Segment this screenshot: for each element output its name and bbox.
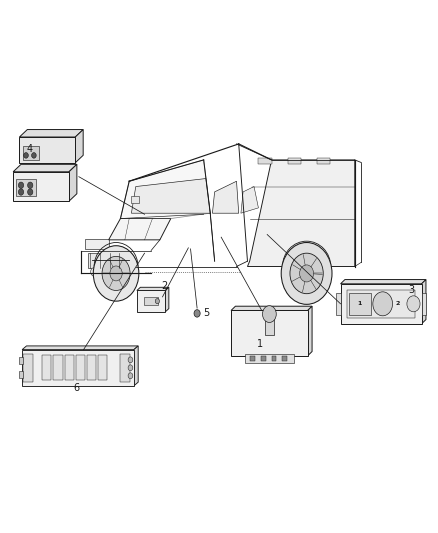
Bar (42, 356, 51, 380)
Polygon shape (13, 164, 77, 172)
Bar (258, 158, 272, 164)
Text: 1: 1 (257, 339, 263, 349)
Bar (340, 284, 421, 324)
Circle shape (155, 298, 159, 304)
Polygon shape (22, 346, 138, 350)
Polygon shape (421, 279, 426, 324)
Circle shape (262, 306, 276, 322)
Bar (87, 356, 96, 380)
Polygon shape (120, 160, 210, 219)
Bar (13, 172, 69, 201)
Bar (421, 293, 427, 315)
Bar (98, 356, 107, 380)
Circle shape (281, 243, 332, 304)
Polygon shape (307, 306, 312, 356)
Bar (265, 315, 274, 335)
Circle shape (373, 292, 392, 316)
Bar (349, 293, 371, 315)
Circle shape (93, 246, 139, 301)
Polygon shape (166, 287, 169, 312)
Circle shape (290, 253, 323, 294)
Circle shape (102, 256, 130, 290)
Circle shape (28, 182, 33, 189)
Bar (131, 196, 139, 203)
Polygon shape (75, 130, 83, 163)
Polygon shape (247, 160, 355, 266)
Polygon shape (131, 179, 210, 213)
Bar (347, 290, 415, 318)
Circle shape (128, 365, 133, 370)
Bar (137, 290, 166, 312)
Bar (317, 158, 330, 164)
Circle shape (128, 373, 133, 378)
Circle shape (24, 152, 28, 158)
Polygon shape (231, 306, 312, 310)
Text: 1: 1 (358, 301, 362, 306)
Text: 3: 3 (409, 286, 415, 295)
Bar (120, 354, 131, 382)
Bar (19, 370, 23, 378)
Polygon shape (137, 287, 169, 290)
Bar (283, 356, 287, 361)
Bar (336, 293, 341, 315)
Polygon shape (340, 279, 426, 284)
Bar (144, 297, 158, 305)
Bar (85, 239, 109, 249)
Bar (53, 356, 63, 380)
Bar (245, 353, 294, 362)
Polygon shape (19, 130, 83, 137)
Text: 4: 4 (27, 144, 33, 154)
Bar (17, 179, 36, 196)
Circle shape (128, 357, 133, 362)
Circle shape (110, 266, 122, 281)
Circle shape (28, 189, 33, 195)
Text: 2: 2 (395, 301, 399, 306)
Bar (64, 356, 74, 380)
Circle shape (194, 310, 200, 317)
Bar (88, 253, 131, 268)
Text: 6: 6 (74, 383, 80, 393)
Bar (23, 146, 39, 160)
Circle shape (32, 152, 36, 158)
Bar (272, 356, 276, 361)
Bar (19, 137, 75, 163)
Polygon shape (212, 181, 239, 213)
Circle shape (407, 296, 420, 312)
Bar (76, 356, 85, 380)
Bar (261, 356, 265, 361)
Circle shape (18, 182, 24, 189)
Polygon shape (109, 219, 171, 240)
Polygon shape (69, 164, 77, 201)
Circle shape (300, 265, 314, 282)
Bar (19, 357, 23, 364)
Bar (231, 310, 307, 356)
Polygon shape (241, 187, 258, 213)
Bar (250, 356, 255, 361)
Text: 2: 2 (161, 281, 167, 291)
Bar (288, 158, 301, 164)
Circle shape (91, 268, 98, 276)
Circle shape (18, 189, 24, 195)
Polygon shape (134, 346, 138, 386)
Text: 5: 5 (204, 309, 210, 318)
Bar (22, 350, 134, 386)
Bar (23, 354, 33, 382)
